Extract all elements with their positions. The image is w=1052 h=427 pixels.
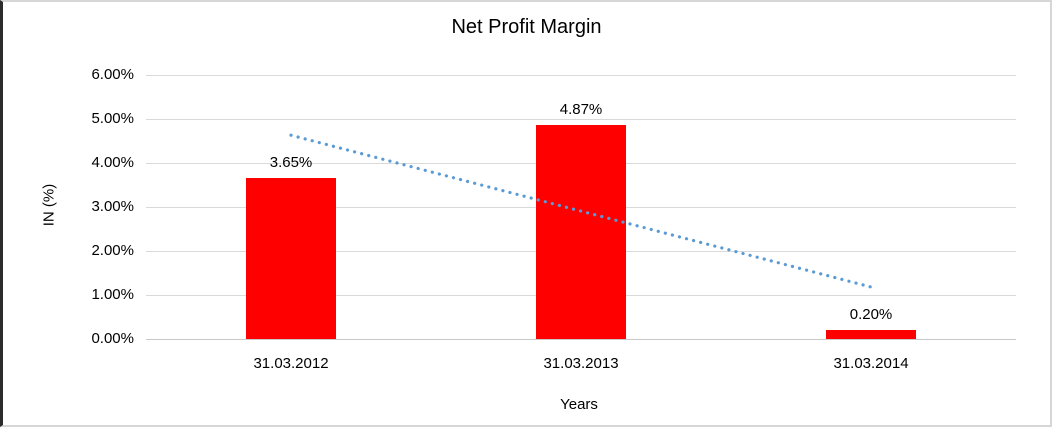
y-tick-label: 6.00% bbox=[91, 66, 134, 83]
bar bbox=[536, 124, 626, 339]
y-tick-label: 2.00% bbox=[91, 242, 134, 259]
y-tick-label: 1.00% bbox=[91, 286, 134, 303]
plot-area: 3.65% 4.87% 0.20% bbox=[146, 74, 1016, 340]
gridline bbox=[146, 74, 1016, 76]
x-axis-title: Years bbox=[560, 396, 598, 413]
x-axis-line bbox=[146, 338, 1016, 340]
y-tick-label: 0.00% bbox=[91, 330, 134, 347]
trendline bbox=[289, 133, 873, 289]
bar-data-label: 3.65% bbox=[269, 154, 313, 172]
bar bbox=[826, 330, 916, 339]
gridline bbox=[146, 118, 1016, 120]
x-tick-label: 31.03.2014 bbox=[833, 355, 909, 372]
chart-title: Net Profit Margin bbox=[451, 16, 602, 38]
x-tick-label: 31.03.2012 bbox=[253, 355, 329, 372]
x-tick-label: 31.03.2013 bbox=[543, 355, 619, 372]
y-tick-label: 4.00% bbox=[91, 154, 134, 171]
bar-data-label: 0.20% bbox=[849, 306, 893, 324]
bar-data-label: 4.87% bbox=[559, 100, 603, 118]
bar bbox=[246, 178, 336, 339]
y-tick-label: 5.00% bbox=[91, 110, 134, 127]
y-tick-label: 3.00% bbox=[91, 198, 134, 215]
